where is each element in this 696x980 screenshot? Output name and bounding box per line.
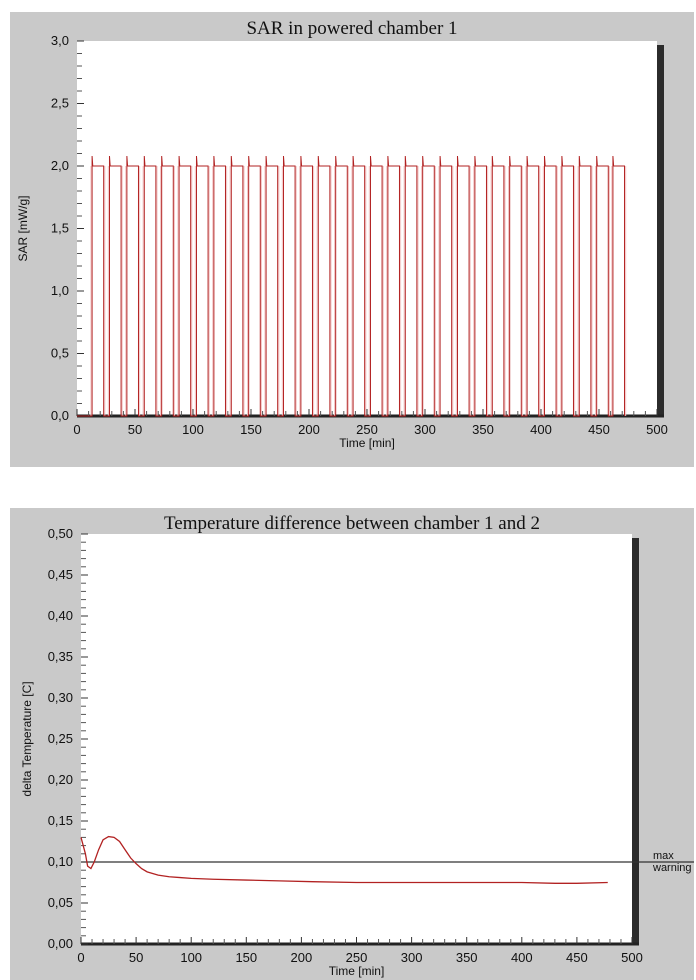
temp-x-tick-label: 450: [566, 950, 588, 965]
temp-y-tick-label: 0,10: [48, 854, 73, 869]
temp-y-tick-label: 0,15: [48, 813, 73, 828]
temp-y-tick-label: 0,35: [48, 649, 73, 664]
sar-plot-shadow: [657, 45, 664, 416]
sar-y-tick-label: 3,0: [51, 33, 69, 48]
sar-y-tick-label: 2,5: [51, 96, 69, 111]
temp-x-tick-label: 400: [511, 950, 533, 965]
sar-x-tick-label: 350: [472, 422, 494, 437]
temp-y-tick-label: 0,50: [48, 526, 73, 541]
max-warning-label: max: [653, 850, 674, 862]
temp-y-tick-label: 0,05: [48, 895, 73, 910]
sar-y-tick-label: 0,5: [51, 346, 69, 361]
temp-x-tick-label: 50: [129, 950, 143, 965]
temp-y-tick-label: 0,40: [48, 608, 73, 623]
temp-x-tick-label: 300: [401, 950, 423, 965]
temp-x-tick-label: 250: [346, 950, 368, 965]
sar-chart-panel: SAR in powered chamber 1 0 50 100 150 200 250…: [10, 12, 694, 467]
temp-x-tick-label: 150: [235, 950, 257, 965]
temp-x-axis-label: Time [min]: [329, 964, 385, 978]
temp-diff-chart-title: Temperature difference between chamber 1…: [163, 513, 540, 534]
temp-y-tick-label: 0,45: [48, 567, 73, 582]
temp-x-tick-label: 0: [77, 950, 84, 965]
sar-x-tick-label: 0: [73, 422, 80, 437]
sar-y-tick-label: 1,5: [51, 221, 69, 236]
sar-x-tick-label: 450: [588, 422, 610, 437]
temp-y-tick-label: 0,00: [48, 936, 73, 951]
temp-y-axis-label: delta Temperature [C]: [20, 681, 34, 796]
temp-diff-chart: 0 50 100 150 200 250 300 350 400 450 500 0,00 0,05 0,…: [20, 526, 694, 978]
max-warning-label: warning: [652, 862, 692, 874]
sar-x-tick-label: 250: [356, 422, 378, 437]
temp-x-tick-label: 200: [291, 950, 313, 965]
sar-x-tick-label: 150: [240, 422, 262, 437]
sar-x-tick-label: 100: [182, 422, 204, 437]
sar-series-line: [77, 155, 626, 417]
sar-chart: 0 50 100 150 200 250 300 350 400 450 500 0,0 0,5 1,0 1…: [16, 33, 668, 450]
sar-x-tick-label: 50: [128, 422, 142, 437]
temp-diff-chart-panel: Temperature difference between chamber 1…: [10, 508, 694, 980]
sar-x-tick-label: 500: [646, 422, 668, 437]
sar-plot-area: [77, 41, 657, 416]
sar-y-tick-label: 2,0: [51, 158, 69, 173]
temp-y-tick-label: 0,25: [48, 731, 73, 746]
temp-x-tick-label: 350: [456, 950, 478, 965]
temp-x-tick-label: 500: [621, 950, 643, 965]
temp-diff-series-line: [80, 835, 608, 884]
sar-x-tick-label: 400: [530, 422, 552, 437]
temp-plot-area: [81, 534, 632, 944]
sar-y-tick-label: 1,0: [51, 283, 69, 298]
sar-y-axis-label: SAR [mW/g]: [16, 195, 30, 261]
sar-x-tick-label: 200: [298, 422, 320, 437]
sar-chart-title: SAR in powered chamber 1: [246, 18, 458, 39]
temp-plot-shadow: [632, 538, 639, 944]
temp-y-tick-label: 0,30: [48, 690, 73, 705]
temp-y-tick-label: 0,20: [48, 772, 73, 787]
sar-x-tick-label: 300: [414, 422, 436, 437]
temp-x-tick-label: 100: [180, 950, 202, 965]
sar-x-axis-label: Time [min]: [339, 436, 395, 450]
sar-y-tick-label: 0,0: [51, 408, 69, 423]
